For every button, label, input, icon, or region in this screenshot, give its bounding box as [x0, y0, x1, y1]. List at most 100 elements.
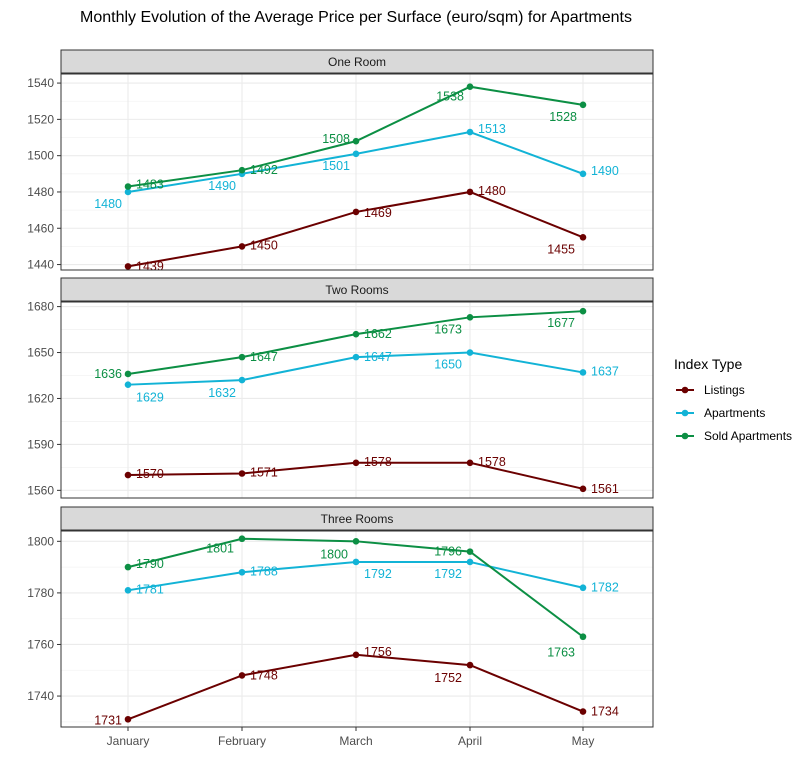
data-point — [238, 376, 246, 384]
legend-point-key — [681, 386, 689, 394]
data-point — [124, 370, 132, 378]
series-apartments: 1629 1632 1647 1650 1637 — [124, 349, 619, 405]
legend-point-key — [681, 432, 689, 440]
data-label: 1796 — [434, 545, 462, 559]
gridlines — [61, 74, 653, 270]
panel-strip-label: Three Rooms — [321, 512, 394, 526]
data-point — [466, 349, 474, 356]
data-point — [124, 381, 132, 388]
series-sold-apartments: 1483 1492 1508 1538 1528 — [124, 83, 587, 192]
x-tick-label: May — [572, 734, 595, 748]
data-point — [466, 188, 474, 196]
data-label: 1782 — [591, 581, 619, 595]
data-point — [466, 128, 474, 136]
data-point — [238, 535, 246, 543]
data-label: 1570 — [136, 467, 164, 481]
data-point — [124, 715, 132, 723]
data-point — [352, 208, 360, 216]
y-tick-label: 1760 — [27, 637, 54, 651]
data-label: 1578 — [478, 455, 506, 469]
data-label: 1752 — [434, 671, 462, 685]
data-label: 1528 — [549, 110, 577, 124]
data-point — [352, 459, 360, 467]
data-label: 1650 — [434, 358, 462, 372]
y-tick-label: 1460 — [27, 221, 54, 235]
data-point — [238, 568, 246, 576]
data-label: 1647 — [250, 350, 278, 364]
panel-border — [60, 73, 654, 271]
data-label: 1483 — [136, 178, 164, 192]
data-label: 1637 — [591, 364, 619, 378]
panel-strip — [60, 506, 654, 531]
series-sold-apartments: 1790 1801 1800 1796 1763 — [124, 535, 587, 660]
series-sold-apartments: 1636 1647 1662 1673 1677 — [94, 307, 587, 381]
legend-label: Apartments — [704, 406, 765, 420]
legend-entry-apartments: Apartments — [676, 406, 765, 420]
data-point — [466, 314, 474, 321]
data-label: 1748 — [250, 668, 278, 682]
panel-strip-label: Two Rooms — [325, 283, 388, 297]
data-point — [124, 263, 132, 270]
chart-legend: Index Type Listings Apartments Sold Apartm… — [674, 356, 792, 443]
gridlines — [61, 531, 653, 727]
data-label: 1673 — [434, 322, 462, 336]
data-label: 1632 — [208, 386, 236, 400]
series-listings: 1731 1748 1756 1752 1734 — [94, 645, 619, 727]
chart-title: Monthly Evolution of the Average Price p… — [80, 9, 632, 26]
x-tick-label: February — [218, 734, 266, 748]
series-apartments: 1781 1788 1792 1792 1782 — [124, 558, 619, 596]
y-tick-label: 1650 — [27, 346, 54, 360]
data-label: 1662 — [364, 327, 392, 341]
data-point — [466, 661, 474, 669]
data-label: 1513 — [478, 122, 506, 136]
data-point — [124, 563, 132, 571]
data-label: 1571 — [250, 466, 278, 480]
data-point — [352, 330, 360, 338]
data-label: 1647 — [364, 350, 392, 364]
panel-strip — [60, 49, 654, 74]
gridlines — [61, 302, 653, 498]
data-label: 1490 — [208, 179, 236, 193]
y-tick-label: 1680 — [27, 300, 54, 314]
panel-strip — [60, 277, 654, 302]
data-point — [124, 183, 132, 190]
panel-strip-label: One Room — [328, 55, 386, 69]
data-point — [238, 353, 246, 361]
y-tick-label: 1500 — [27, 149, 54, 163]
data-point — [579, 708, 587, 715]
data-point — [238, 166, 246, 174]
y-tick-label: 1520 — [27, 112, 54, 126]
data-point — [352, 150, 360, 158]
panel-border — [60, 530, 654, 728]
data-point — [124, 188, 132, 196]
data-label: 1781 — [136, 582, 164, 596]
data-label: 1788 — [250, 564, 278, 578]
data-label: 1439 — [136, 259, 164, 273]
y-tick-label: 1800 — [27, 534, 54, 548]
data-label: 1508 — [322, 132, 350, 146]
data-point — [352, 558, 360, 566]
data-label: 1636 — [94, 367, 122, 381]
legend-label: Sold Apartments — [704, 429, 792, 443]
data-label: 1734 — [591, 705, 619, 719]
data-point — [579, 369, 587, 376]
data-label: 1469 — [364, 206, 392, 220]
legend-title: Index Type — [674, 356, 742, 372]
legend-entry-sold-apartments: Sold Apartments — [676, 429, 792, 443]
data-label: 1792 — [434, 567, 462, 581]
data-point — [466, 548, 474, 555]
data-label: 1480 — [94, 197, 122, 211]
data-label: 1800 — [320, 547, 348, 561]
data-label: 1790 — [136, 557, 164, 571]
y-tick-label: 1560 — [27, 483, 54, 497]
data-label: 1731 — [94, 713, 122, 727]
data-label: 1629 — [136, 391, 164, 405]
data-label: 1561 — [591, 482, 619, 496]
data-label: 1450 — [250, 238, 278, 252]
data-point — [238, 243, 246, 250]
series-listings: 1570 1571 1578 1578 1561 — [124, 455, 619, 496]
data-point — [579, 485, 587, 493]
data-label: 1501 — [322, 159, 350, 173]
panel-border — [60, 301, 654, 499]
